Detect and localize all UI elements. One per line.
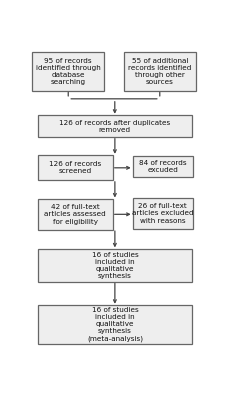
Text: 42 of full-text
articles assessed
for eligibility: 42 of full-text articles assessed for el… bbox=[44, 204, 106, 224]
FancyBboxPatch shape bbox=[133, 156, 193, 177]
Text: 95 of records
identified through
database
searching: 95 of records identified through databas… bbox=[36, 58, 101, 85]
Text: 55 of additional
records identified
through other
sources: 55 of additional records identified thro… bbox=[128, 58, 191, 85]
FancyBboxPatch shape bbox=[124, 52, 196, 91]
FancyBboxPatch shape bbox=[38, 199, 113, 230]
FancyBboxPatch shape bbox=[32, 52, 104, 91]
Text: 16 of studies
included in
qualitative
synthesis: 16 of studies included in qualitative sy… bbox=[92, 252, 138, 279]
Text: 126 of records
screened: 126 of records screened bbox=[49, 161, 101, 174]
Text: 126 of records after duplicates
removed: 126 of records after duplicates removed bbox=[59, 120, 171, 133]
FancyBboxPatch shape bbox=[38, 249, 192, 282]
Text: 16 of studies
included in
qualitative
synthesis
(meta-analysis): 16 of studies included in qualitative sy… bbox=[87, 307, 143, 342]
FancyBboxPatch shape bbox=[38, 115, 192, 137]
FancyBboxPatch shape bbox=[38, 155, 113, 180]
FancyBboxPatch shape bbox=[133, 198, 193, 229]
Text: 84 of records
excuded: 84 of records excuded bbox=[139, 160, 187, 173]
FancyBboxPatch shape bbox=[38, 305, 192, 344]
Text: 26 of full-text
articles excluded
with reasons: 26 of full-text articles excluded with r… bbox=[132, 203, 194, 224]
